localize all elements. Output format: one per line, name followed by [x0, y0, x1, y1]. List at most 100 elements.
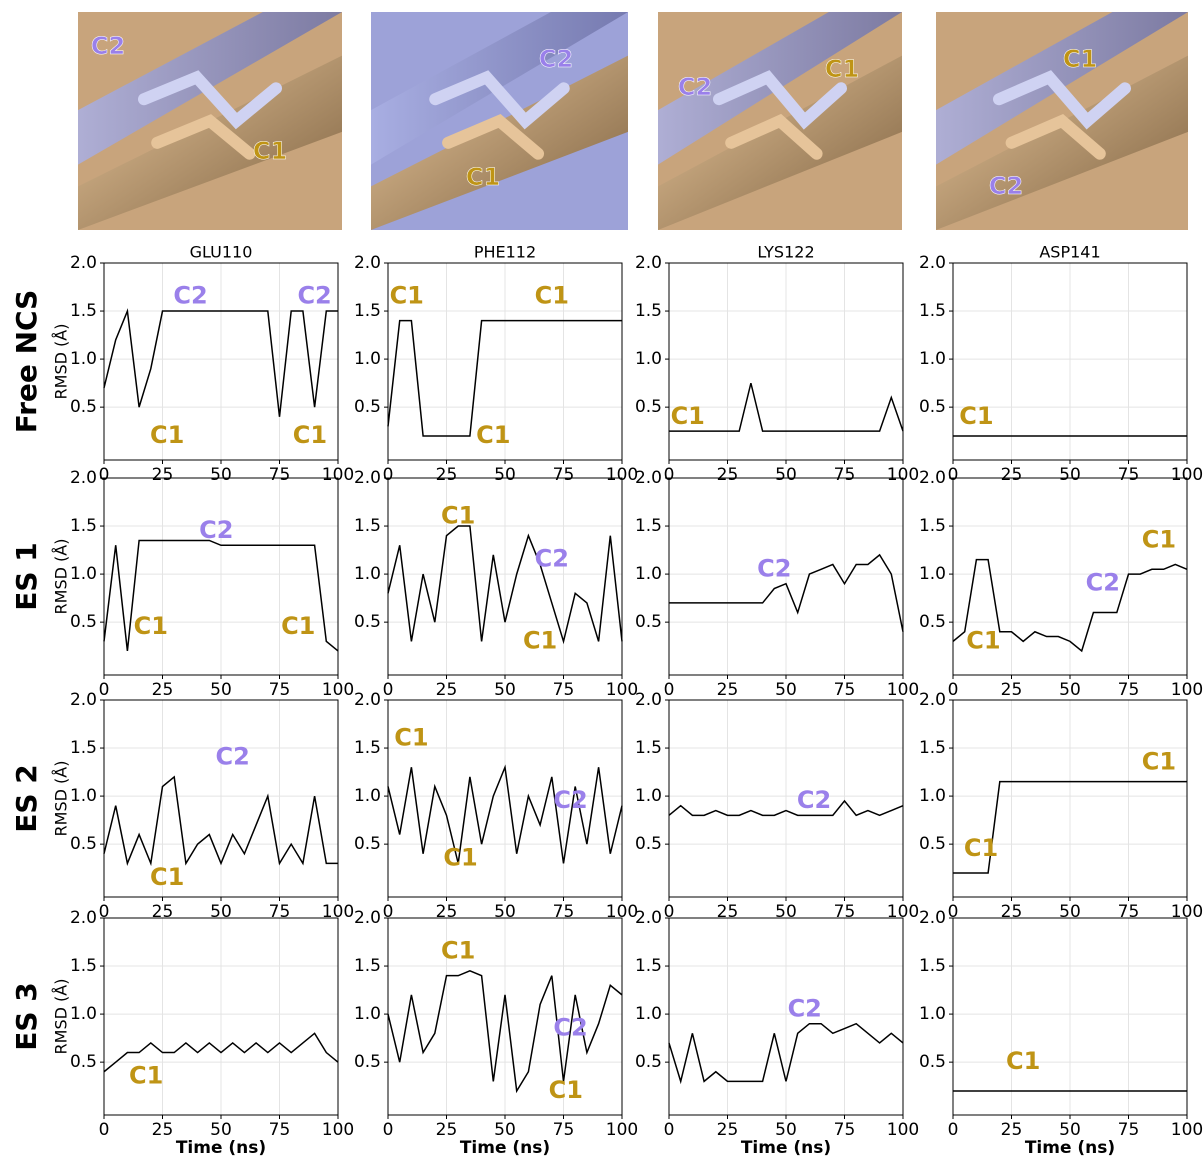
image-label: C1	[466, 163, 500, 191]
state-annotation: C1	[134, 612, 168, 640]
y-tick-label: 1.5	[354, 956, 381, 976]
x-tick-label: 25	[152, 680, 174, 700]
y-tick-label: 1.5	[70, 956, 97, 976]
state-annotation: C2	[553, 786, 587, 814]
y-tick-label: 1.0	[354, 786, 381, 806]
y-tick-label: 1.5	[354, 516, 381, 536]
y-tick-label: 2.0	[919, 253, 946, 273]
y-tick-label: 0.5	[635, 612, 662, 632]
x-tick-label: 75	[269, 680, 291, 700]
state-annotation: C1	[441, 501, 475, 529]
x-tick-label: 75	[834, 680, 856, 700]
x-tick-label: 0	[383, 680, 394, 700]
x-tick-label: 25	[152, 1120, 174, 1140]
y-tick-label: 1.0	[354, 564, 381, 584]
state-annotation: C1	[476, 421, 510, 449]
y-tick-label: 1.5	[635, 738, 662, 758]
x-tick-label: 100	[887, 680, 919, 700]
y-tick-label: 2.0	[919, 468, 946, 488]
state-annotation: C1	[535, 282, 569, 310]
row-label: Free NCS	[10, 290, 43, 434]
x-tick-label: 100	[606, 680, 638, 700]
y-tick-label: 1.5	[635, 956, 662, 976]
y-tick-label: 1.5	[635, 516, 662, 536]
state-annotation: C1	[966, 626, 1000, 654]
y-axis-label: RMSD (Å)	[52, 324, 71, 400]
x-tick-label: 75	[1118, 680, 1140, 700]
x-tick-label: 100	[322, 1120, 354, 1140]
y-tick-label: 1.5	[919, 516, 946, 536]
y-tick-label: 0.5	[354, 1052, 381, 1072]
state-annotation: C1	[293, 421, 327, 449]
x-tick-label: 75	[553, 1120, 575, 1140]
state-annotation: C1	[1142, 525, 1176, 553]
image-label: C2	[678, 73, 712, 101]
image-label: C1	[825, 55, 859, 83]
panel-title: ASP141	[1039, 243, 1100, 262]
y-tick-label: 1.5	[70, 301, 97, 321]
state-annotation: C2	[297, 282, 331, 310]
y-tick-label: 1.0	[919, 564, 946, 584]
x-tick-label: 100	[322, 680, 354, 700]
state-annotation: C1	[390, 282, 424, 310]
x-tick-label: 0	[664, 680, 675, 700]
row-label: ES 2	[10, 764, 43, 833]
x-tick-label: 100	[887, 1120, 919, 1140]
x-tick-label: 0	[948, 680, 959, 700]
state-annotation: C1	[523, 626, 557, 654]
state-annotation: C2	[1086, 569, 1120, 597]
y-tick-label: 2.0	[354, 690, 381, 710]
x-tick-label: 100	[1171, 1120, 1203, 1140]
state-annotation: C1	[964, 834, 998, 862]
y-tick-label: 2.0	[354, 253, 381, 273]
state-annotation: C1	[1142, 747, 1176, 775]
x-tick-label: 0	[383, 1120, 394, 1140]
row-label: ES 1	[10, 542, 43, 611]
y-tick-label: 1.5	[919, 301, 946, 321]
y-tick-label: 0.5	[354, 612, 381, 632]
image-label: C1	[1063, 45, 1097, 73]
y-tick-label: 1.0	[919, 349, 946, 369]
state-annotation: C2	[757, 554, 791, 582]
x-tick-label: 75	[553, 680, 575, 700]
y-tick-label: 0.5	[354, 834, 381, 854]
y-tick-label: 1.5	[70, 516, 97, 536]
y-tick-label: 0.5	[635, 1052, 662, 1072]
x-tick-label: 50	[775, 1120, 797, 1140]
y-tick-label: 2.0	[635, 690, 662, 710]
y-tick-label: 1.5	[635, 301, 662, 321]
y-tick-label: 2.0	[70, 468, 97, 488]
x-tick-label: 50	[1059, 1120, 1081, 1140]
state-annotation: C1	[443, 844, 477, 872]
y-tick-label: 0.5	[635, 397, 662, 417]
x-tick-label: 25	[436, 1120, 458, 1140]
y-tick-label: 1.0	[919, 786, 946, 806]
x-tick-label: 50	[494, 680, 516, 700]
state-annotation: C2	[797, 786, 831, 814]
state-annotation: C2	[216, 743, 250, 771]
y-tick-label: 1.0	[635, 1004, 662, 1024]
y-tick-label: 2.0	[919, 690, 946, 710]
y-tick-label: 1.0	[70, 786, 97, 806]
y-tick-label: 1.0	[635, 349, 662, 369]
y-tick-label: 1.0	[70, 564, 97, 584]
state-annotation: C2	[173, 282, 207, 310]
y-tick-label: 0.5	[919, 834, 946, 854]
x-tick-label: 50	[210, 1120, 232, 1140]
image-label: C2	[539, 45, 573, 73]
x-axis-label: Time (ns)	[741, 1138, 831, 1158]
y-axis-label: RMSD (Å)	[52, 539, 71, 615]
image-label: C2	[91, 32, 125, 60]
x-axis-label: Time (ns)	[176, 1138, 266, 1158]
panel-title: GLU110	[190, 243, 253, 262]
y-tick-label: 0.5	[354, 397, 381, 417]
y-tick-label: 1.0	[635, 564, 662, 584]
state-annotation: C1	[394, 723, 428, 751]
y-tick-label: 1.5	[919, 956, 946, 976]
figure: C2C1C2C1C2C1C1C2Free NCSES 1ES 2ES 30255…	[0, 0, 1204, 1158]
y-tick-label: 2.0	[70, 908, 97, 928]
y-tick-label: 1.5	[70, 738, 97, 758]
y-tick-label: 0.5	[70, 1052, 97, 1072]
x-tick-label: 50	[494, 1120, 516, 1140]
x-axis-label: Time (ns)	[460, 1138, 550, 1158]
